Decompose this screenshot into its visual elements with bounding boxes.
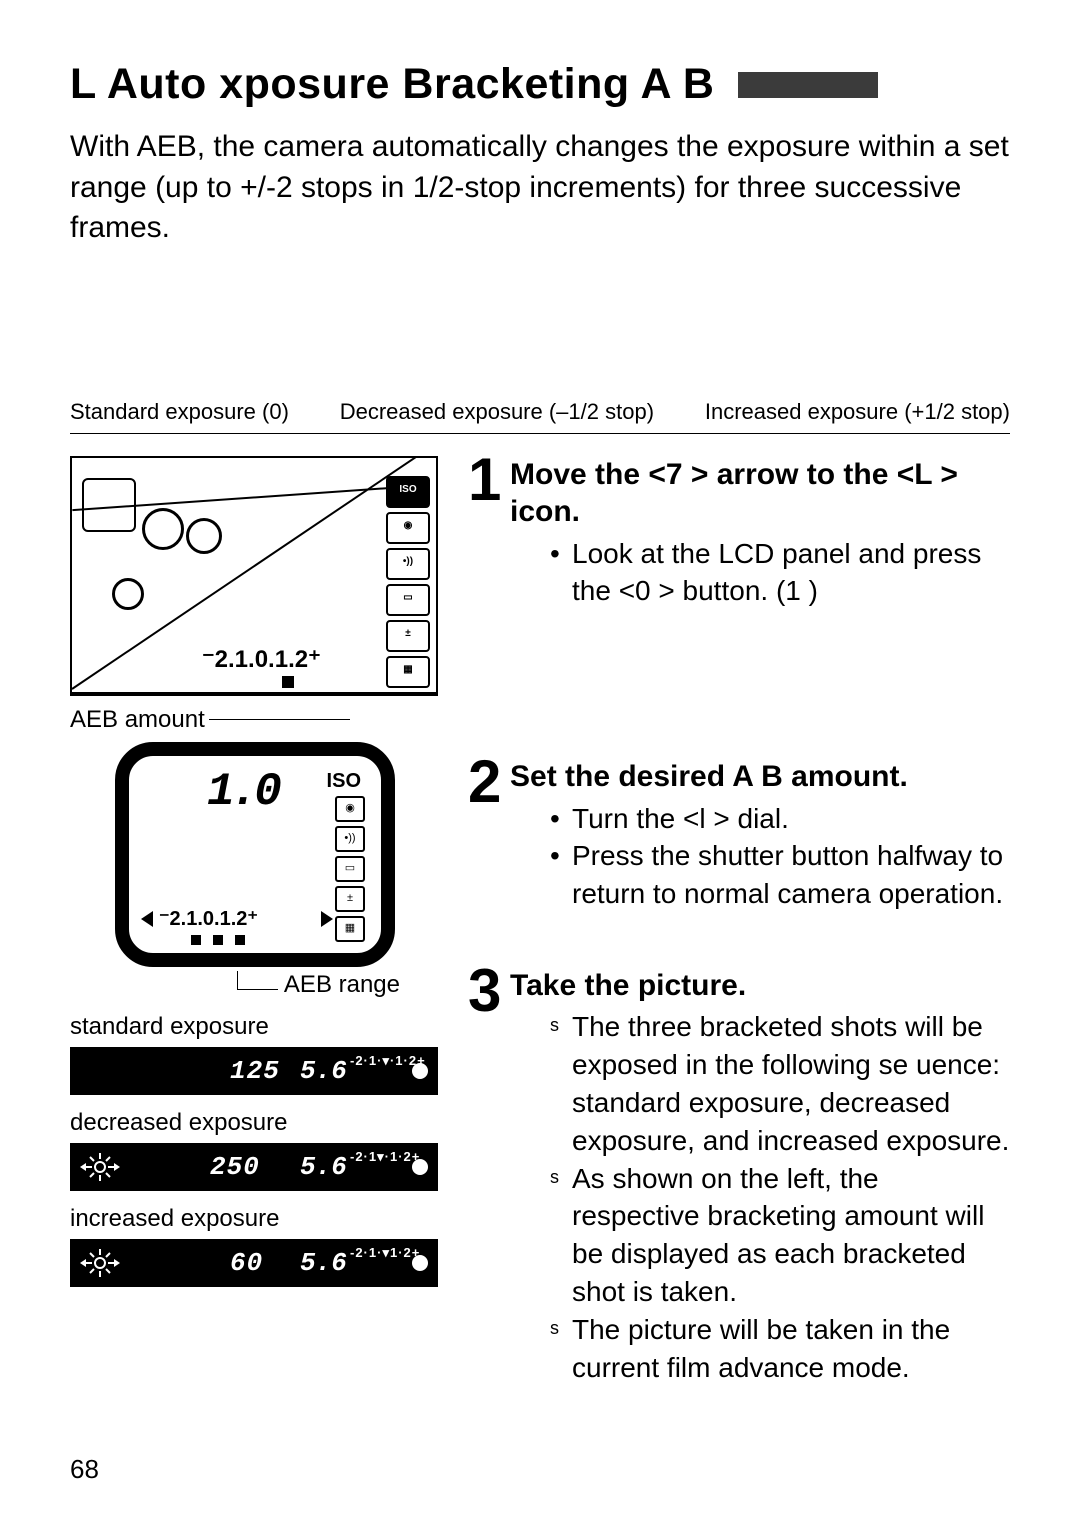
increased-exposure-label: Increased exposure (+1/2 stop) <box>705 399 1010 425</box>
leader-line <box>209 719 350 720</box>
step-title: Set the desired A B amount. <box>510 758 1010 796</box>
iso-icon: ISO <box>386 476 430 508</box>
aperture: 5.6 <box>300 1056 347 1086</box>
intro-paragraph: With AEB, the camera automatically chang… <box>70 127 1010 249</box>
sun-icon <box>80 1151 120 1183</box>
exposure-labels-row: Standard exposure (0) Decreased exposure… <box>70 399 1010 433</box>
eye-icon: ◉ <box>386 512 430 544</box>
aeb-amount-label: AEB amount <box>70 706 205 734</box>
left-column: ISO ◉ •)) ▭ ± ▦ ⁻2.1.0.1.2⁺ AEB amount 1… <box>70 456 440 1441</box>
step-title: Take the picture. <box>510 967 1010 1005</box>
page-title: L Auto xposure Bracketing A B <box>70 60 714 109</box>
sbullet: s The three bracketed shots will be expos… <box>550 1008 1010 1159</box>
standard-exposure-label: Standard exposure (0) <box>70 399 289 425</box>
s-marker: s <box>550 1316 559 1340</box>
camera-back-diagram: ISO ◉ •)) ▭ ± ▦ ⁻2.1.0.1.2⁺ <box>70 456 438 696</box>
vf-decreased-label: decreased exposure <box>70 1109 440 1137</box>
sbullet-text: The three bracketed shots will be expose… <box>572 1011 1009 1155</box>
grid-icon: ▦ <box>386 656 430 688</box>
focus-dot-icon <box>412 1159 428 1175</box>
sbullet-text: The picture will be taken in the current… <box>572 1314 950 1383</box>
viewfinder-standard: 125 5.6 -2·1·▾·1·2+ <box>70 1047 438 1095</box>
marker <box>213 935 223 945</box>
lcd-scale: ⁻2.1.0.1.2⁺ <box>159 906 258 931</box>
leader-line <box>237 971 278 990</box>
step-1: 1 Move the <7 > arrow to the <L > icon. … <box>468 456 1010 639</box>
vf-standard-label: standard exposure <box>70 1013 440 1041</box>
step-bullets: Look at the LCD panel and press the <0 >… <box>510 535 1010 611</box>
sound-icon: •)) <box>335 826 365 852</box>
viewfinder-increased: 60 5.6 -2·1·▾1·2+ <box>70 1239 438 1287</box>
sbullet: s As shown on the left, the respective br… <box>550 1160 1010 1311</box>
diagram-marker <box>282 676 294 688</box>
exposure-comp-icon: ± <box>335 886 365 912</box>
diagram-line <box>72 692 438 694</box>
step-title: Move the <7 > arrow to the <L > icon. <box>510 456 1010 531</box>
divider <box>70 433 1010 434</box>
sbullet-text: As shown on the left, the respective bra… <box>572 1163 984 1307</box>
step-number: 1 <box>468 456 504 639</box>
title-bar-decoration <box>738 72 878 98</box>
bullet: Turn the <l > dial. <box>550 800 1010 838</box>
s-marker: s <box>550 1013 559 1037</box>
drive-icon: ▭ <box>386 584 430 616</box>
step-bullets: Turn the <l > dial. Press the shutter bu… <box>510 800 1010 913</box>
diagram-dial-icon <box>186 518 222 554</box>
sun-icon <box>80 1247 120 1279</box>
diagram-box <box>82 478 136 532</box>
lcd-side-icons: ◉ •)) ▭ ± ▦ <box>335 796 363 946</box>
aeb-amount-row: AEB amount <box>70 706 440 734</box>
lcd-markers <box>191 935 245 945</box>
step-3: 3 Take the picture. s The three bracketed… <box>468 967 1010 1414</box>
bullet: Press the shutter button halfway to retu… <box>550 837 1010 913</box>
aperture: 5.6 <box>300 1248 347 1278</box>
sound-icon: •)) <box>386 548 430 580</box>
viewfinder-decreased: 250 5.6 -2·1▾·1·2+ <box>70 1143 438 1191</box>
step-body: Set the desired A B amount. Turn the <l … <box>510 758 1010 941</box>
focus-dot-icon <box>412 1063 428 1079</box>
grid-icon: ▦ <box>335 916 365 942</box>
vf-scale: -2·1·▾1·2+ <box>350 1245 420 1261</box>
lcd-aeb-value: 1.0 <box>207 766 278 818</box>
diagram-side-icons: ISO ◉ •)) ▭ ± ▦ <box>386 476 430 692</box>
diagram-dial-icon <box>142 508 184 550</box>
s-marker: s <box>550 1165 559 1189</box>
title-row: L Auto xposure Bracketing A B <box>70 60 1010 109</box>
aperture: 5.6 <box>300 1152 347 1182</box>
left-arrow-icon <box>141 911 153 927</box>
lcd-iso-label: ISO <box>327 770 361 793</box>
step-number: 3 <box>468 967 504 1414</box>
vf-scale: -2·1▾·1·2+ <box>350 1149 420 1165</box>
step-body: Move the <7 > arrow to the <L > icon. Lo… <box>510 456 1010 639</box>
right-column: 1 Move the <7 > arrow to the <L > icon. … <box>468 456 1010 1441</box>
shutter-speed: 250 <box>210 1152 260 1182</box>
focus-dot-icon <box>412 1255 428 1271</box>
eye-icon: ◉ <box>335 796 365 822</box>
vf-increased-label: increased exposure <box>70 1205 440 1233</box>
sbullet: s The picture will be taken in the curren… <box>550 1311 1010 1387</box>
diagram-dial-icon <box>112 578 144 610</box>
page-number: 68 <box>70 1454 99 1485</box>
step-body: Take the picture. s The three bracketed s… <box>510 967 1010 1414</box>
lcd-panel-diagram: 1.0 ISO ◉ •)) ▭ ± ▦ ⁻2.1.0.1.2⁺ <box>115 742 395 967</box>
step-sbullets: s The three bracketed shots will be expos… <box>510 1008 1010 1386</box>
marker <box>235 935 245 945</box>
marker <box>191 935 201 945</box>
shutter-speed: 60 <box>230 1248 263 1278</box>
main-columns: ISO ◉ •)) ▭ ± ▦ ⁻2.1.0.1.2⁺ AEB amount 1… <box>70 456 1010 1441</box>
bullet: Look at the LCD panel and press the <0 >… <box>550 535 1010 611</box>
aeb-range-row: AEB range <box>70 971 400 999</box>
decreased-exposure-label: Decreased exposure (–1/2 stop) <box>340 399 654 425</box>
diagram-scale: ⁻2.1.0.1.2⁺ <box>202 645 321 674</box>
shutter-speed: 125 <box>230 1056 280 1086</box>
drive-icon: ▭ <box>335 856 365 882</box>
manual-page: L Auto xposure Bracketing A B With AEB, … <box>0 0 1080 1523</box>
right-arrow-icon <box>321 911 333 927</box>
step-2: 2 Set the desired A B amount. Turn the <… <box>468 758 1010 941</box>
step-number: 2 <box>468 758 504 941</box>
exposure-comp-icon: ± <box>386 620 430 652</box>
aeb-range-label: AEB range <box>284 971 400 999</box>
